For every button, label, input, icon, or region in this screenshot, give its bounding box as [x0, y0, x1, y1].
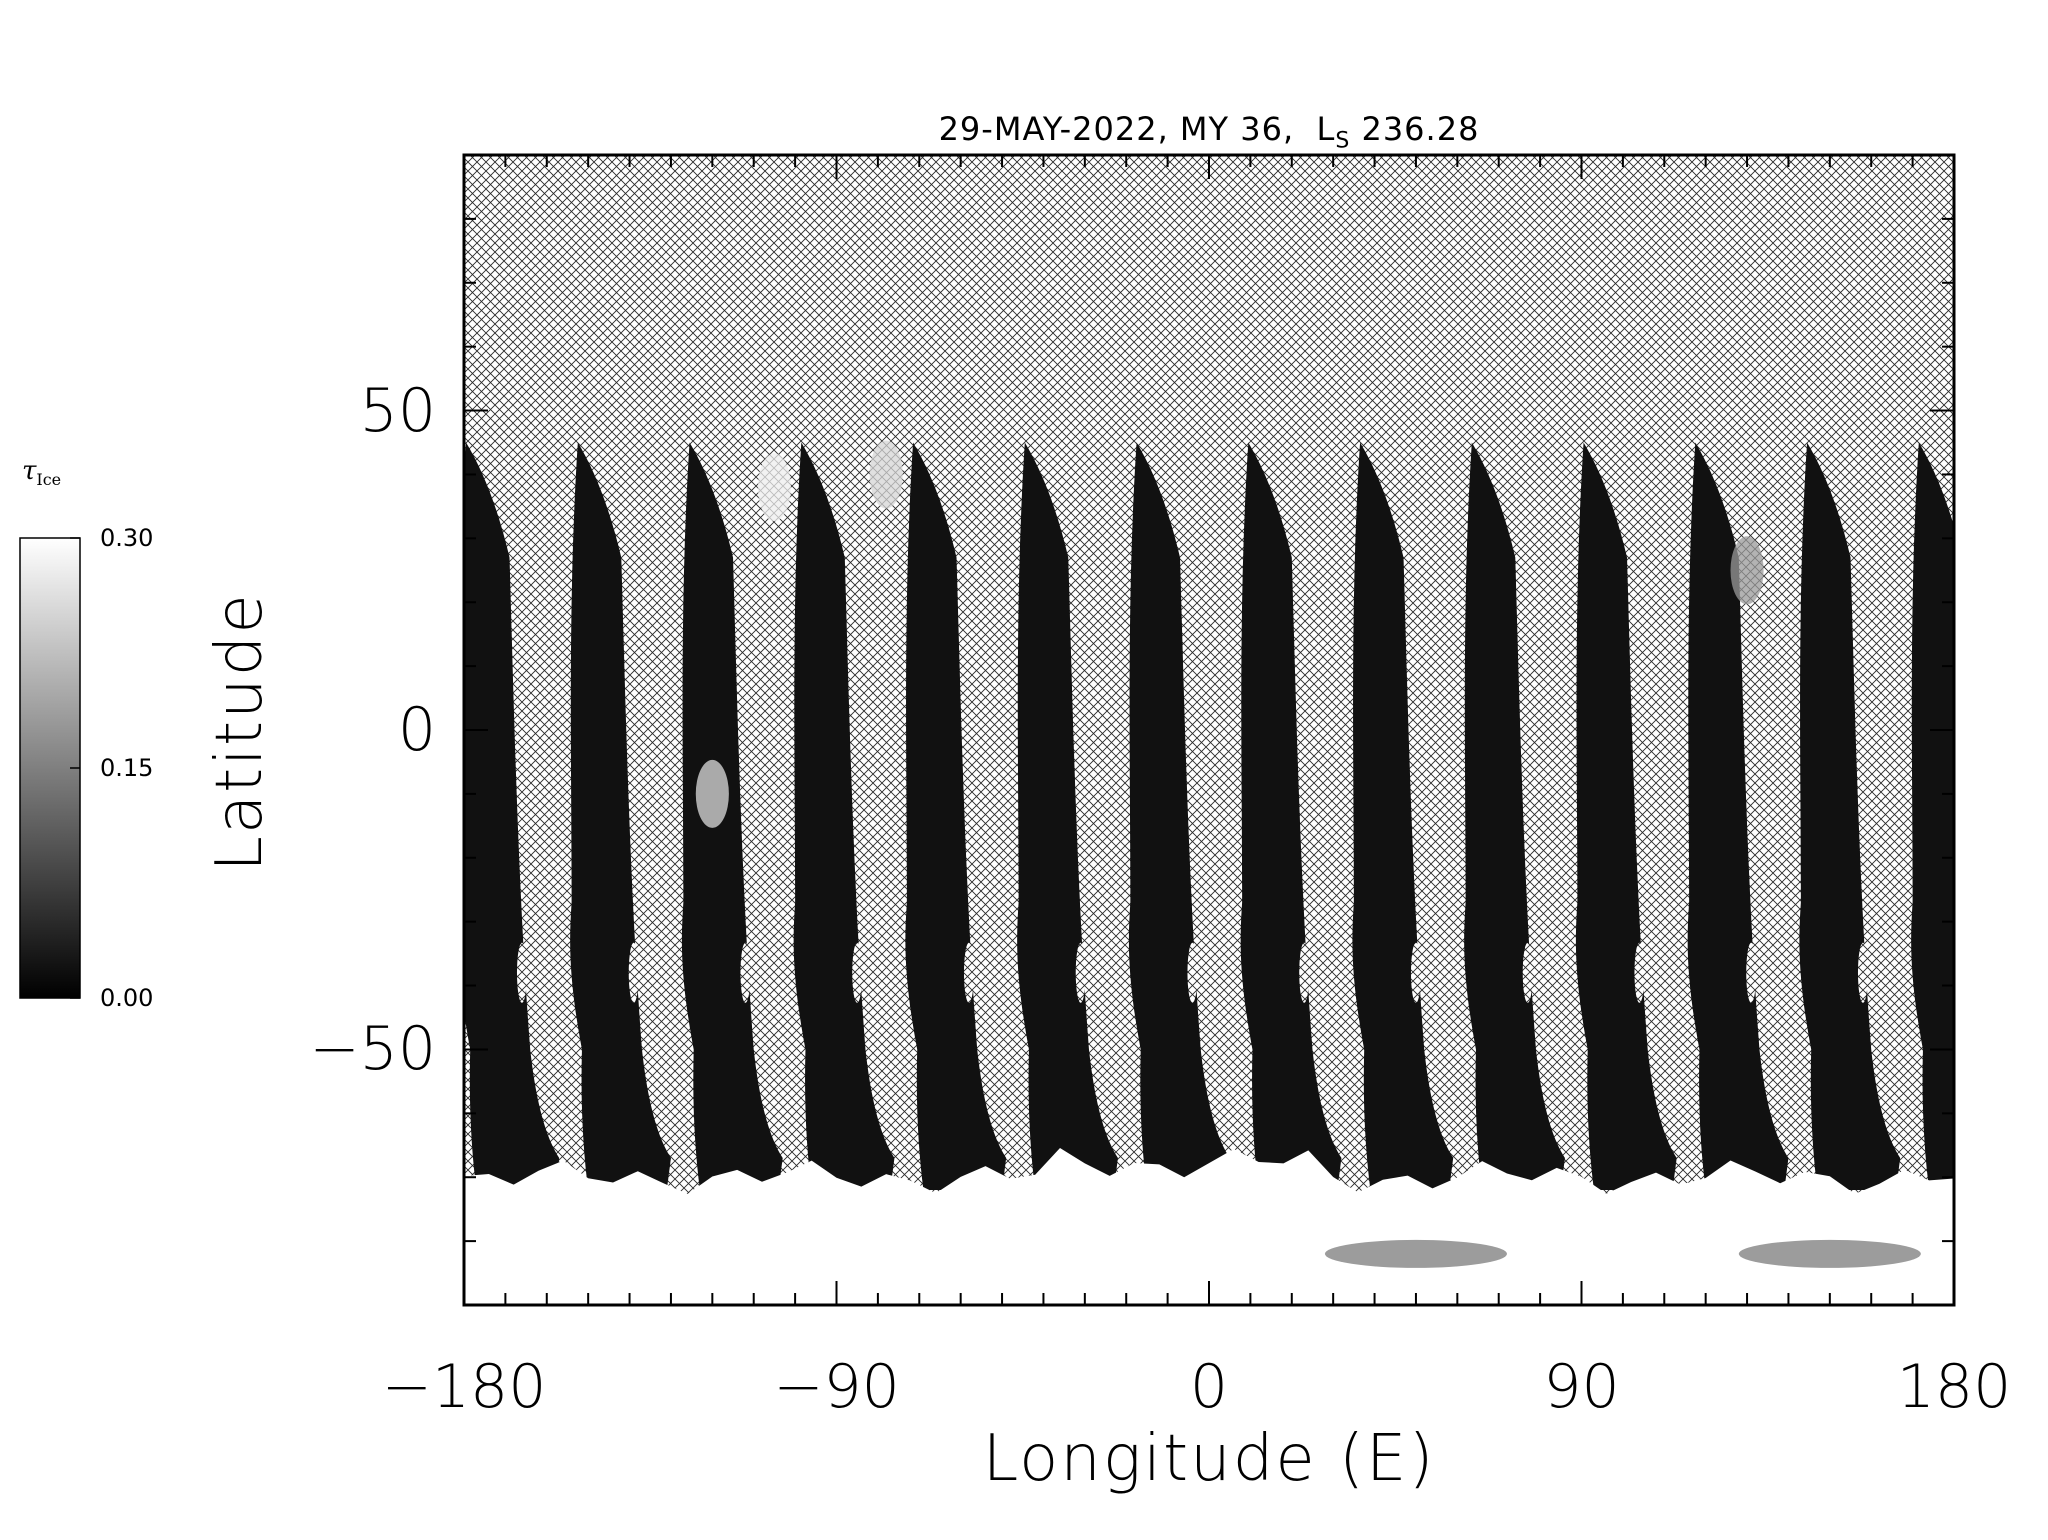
swath	[1687, 442, 1789, 1190]
swath-gap	[1634, 942, 1645, 1003]
y-tick-label: −50	[309, 1014, 436, 1085]
colorbar-title: τIce	[22, 456, 61, 489]
swath-gap	[852, 942, 863, 1003]
y-tick-label: 50	[359, 375, 436, 446]
swath	[1911, 442, 1954, 1190]
x-tick-label: 90	[1543, 1352, 1620, 1422]
swath	[464, 442, 560, 1190]
swath	[681, 442, 783, 1190]
swath-gap	[1299, 942, 1310, 1003]
x-tick-label: 0	[1189, 1352, 1229, 1422]
colorbar-ticks	[70, 537, 80, 999]
y-tick-label: 0	[397, 695, 436, 765]
swath-gap	[516, 942, 527, 1003]
plot-area	[464, 155, 1980, 1305]
swath	[1799, 442, 1901, 1190]
colorbar-tick-label: 0.00	[100, 984, 154, 1012]
swath-gap	[628, 942, 639, 1003]
x-axis-label: Longitude (E)	[982, 1422, 1436, 1496]
swath-gap	[1187, 942, 1198, 1003]
swath	[1464, 442, 1565, 1190]
bright-patch	[1730, 536, 1764, 605]
swath	[1352, 442, 1454, 1190]
swath-gap	[1522, 942, 1533, 1003]
swath-gap	[1970, 943, 1980, 1003]
tick-marks	[463, 155, 1955, 1305]
swath	[1017, 442, 1118, 1190]
x-tick-label: −180	[381, 1352, 547, 1422]
swath	[1128, 442, 1230, 1190]
title-ls-value: 236.28	[1361, 110, 1480, 148]
title-date: 29-MAY-2022, MY 36,	[938, 110, 1295, 148]
swath-gap	[963, 942, 974, 1003]
swath-layer	[464, 442, 1980, 1190]
title-ls-symbol: L	[1316, 110, 1336, 148]
title-ls-subscript: S	[1335, 128, 1351, 154]
swath-gap	[1857, 942, 1868, 1003]
colorbar-subscript: Ice	[36, 470, 62, 490]
colorbar-tick-label: 0.30	[100, 524, 154, 552]
y-axis-label: Latitude	[203, 592, 277, 872]
swath-gap	[1075, 942, 1086, 1003]
bright-patch	[869, 440, 903, 509]
swath-gap	[740, 942, 751, 1003]
swath-gap	[1410, 942, 1421, 1003]
polar-dark-patch	[1324, 1239, 1507, 1268]
colorbar-symbol: τ	[22, 456, 37, 486]
swath	[793, 442, 895, 1190]
swath	[1240, 442, 1342, 1190]
colorbar-tick-label: 0.15	[100, 754, 154, 782]
bright-patch	[695, 759, 729, 828]
bright-patch	[757, 453, 791, 522]
swath	[1575, 442, 1677, 1190]
chart-title: 29-MAY-2022, MY 36, LS 236.28	[464, 110, 1954, 153]
swath-gap	[1746, 942, 1757, 1003]
swath	[905, 442, 1007, 1190]
swath	[570, 442, 671, 1190]
x-tick-label: −90	[773, 1352, 900, 1422]
south-polar-region	[464, 1147, 1954, 1305]
polar-dark-patch	[1738, 1239, 1921, 1268]
polar-ice	[464, 1147, 1954, 1305]
bright-patch-layer	[695, 440, 1764, 828]
x-tick-label: 180	[1896, 1352, 2012, 1422]
